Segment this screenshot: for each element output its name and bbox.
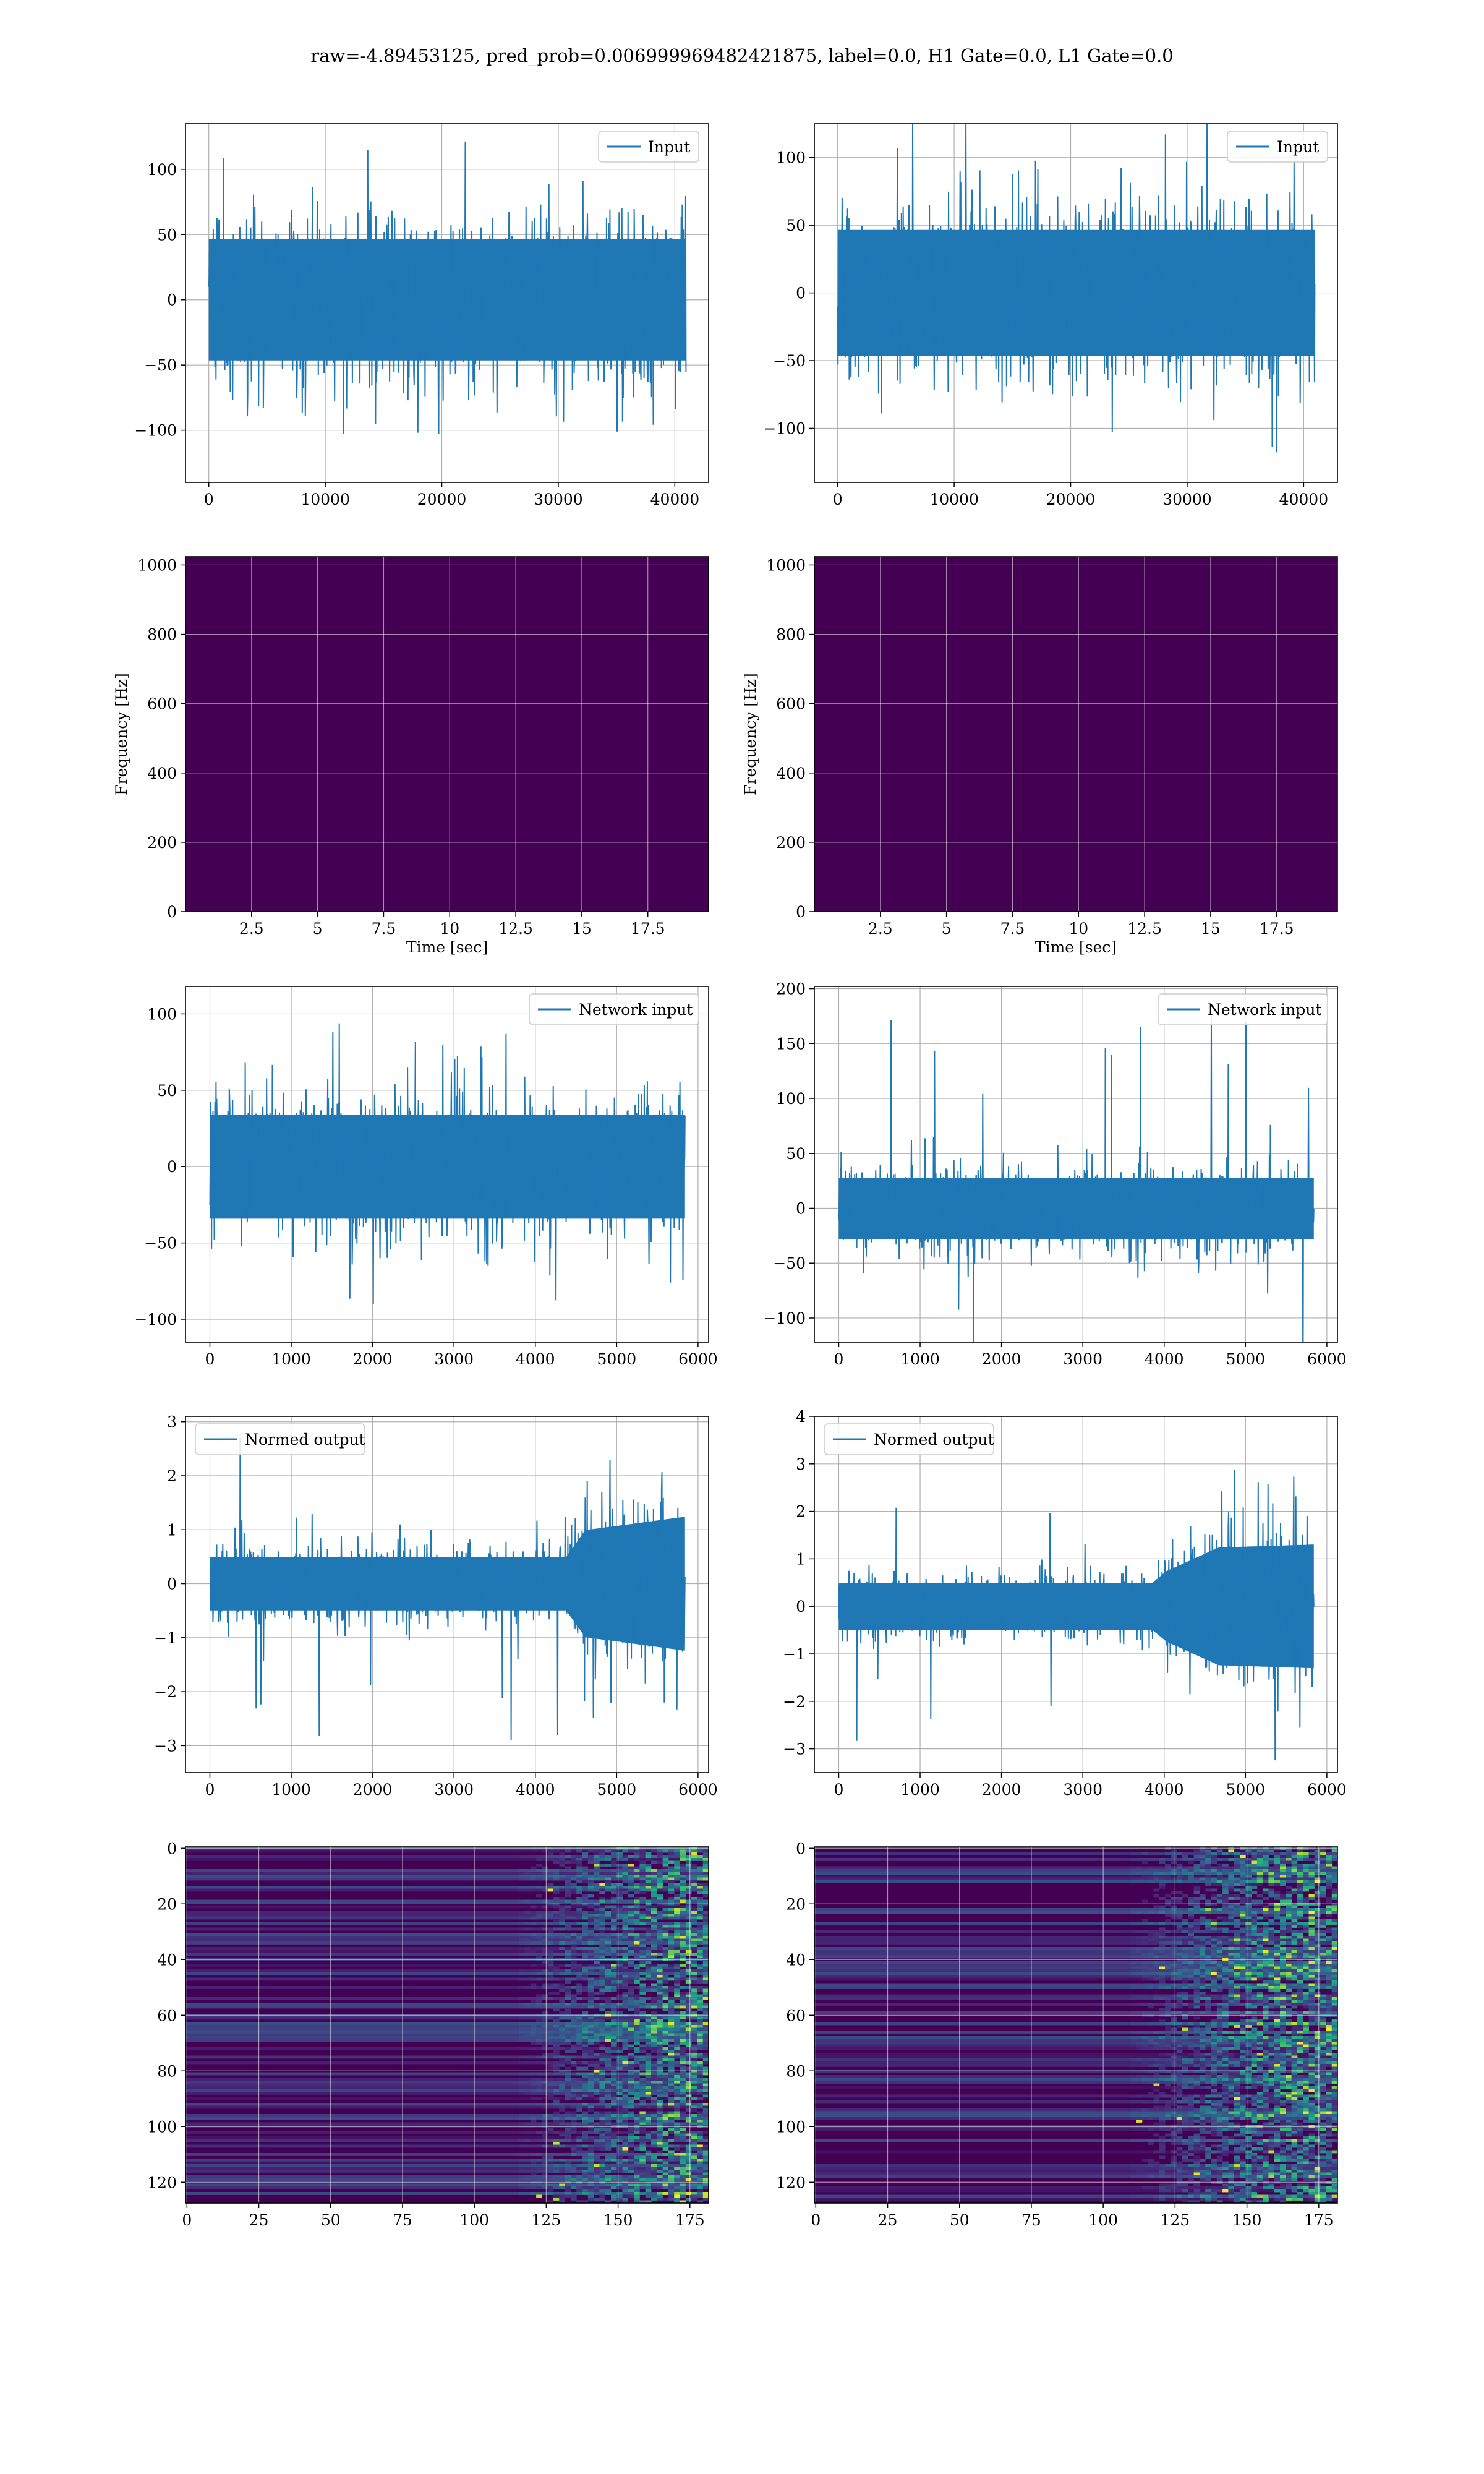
x-tick-label: 10000	[301, 490, 350, 508]
y-tick-label: 0	[796, 285, 806, 302]
y-tick-label: 0	[167, 903, 177, 921]
panel-row2-right: 2.5 5 7.5 10 12.5 15 17.502004006008001000Time…	[741, 556, 1338, 956]
figure-title: raw=-4.89453125, pred_prob=0.00699996948…	[310, 45, 1174, 67]
y-tick-label: 0	[167, 291, 177, 309]
x-tick-label: 17.5	[631, 920, 665, 938]
legend: Input	[1227, 131, 1328, 163]
panel-row2-left: 2.5 5 7.5 10 12.5 15 17.5 0 200 400 600 800 1000 Time…	[113, 556, 709, 956]
x-tick-label: 12.5	[498, 920, 533, 938]
x-tick-label: 10000	[929, 490, 979, 508]
y-tick-label: 100	[147, 161, 177, 179]
legend-label: Input	[1277, 138, 1319, 156]
signal-line	[208, 141, 687, 434]
y-tick-label: −100	[763, 419, 806, 437]
y-tick-label: 1000	[137, 556, 177, 574]
series-input	[208, 141, 687, 434]
axes-frame	[814, 123, 1338, 483]
y-tick-label: −50	[144, 356, 177, 374]
axes-frame	[185, 123, 709, 483]
x-tick-label: 0	[833, 490, 843, 508]
spectrogram-bg	[186, 557, 709, 912]
signal-line	[837, 124, 1316, 453]
x-tick-label: 40000	[650, 490, 700, 508]
x-tick-label: 40000	[1279, 490, 1329, 508]
legend-label: Input	[648, 138, 690, 156]
x-tick-label: 20000	[417, 490, 467, 508]
spectrogram	[814, 557, 1337, 912]
spectrogram-bg	[814, 557, 1337, 912]
x-tick-label: 0	[204, 490, 214, 508]
legend: Input	[598, 131, 699, 163]
x-axis-label: Time [sec]	[406, 938, 488, 956]
panel-row1-left: Input 0 10000 20000 30000 40000 −100 −50 0 50 100	[134, 123, 709, 508]
x-tick-label: 30000	[534, 490, 583, 508]
series-input	[837, 124, 1316, 453]
legend-frame	[1227, 131, 1328, 163]
x-tick-label: 5	[313, 920, 323, 938]
y-tick-label: 50	[786, 216, 806, 234]
y-tick-label: 600	[147, 695, 177, 713]
legend-frame	[598, 131, 699, 163]
x-tick-label: 15	[572, 920, 592, 938]
panel-row1-right: Input 0 10000 20000 30000 40000 −100 −50 0 50 100	[763, 123, 1338, 508]
x-tick-label: 30000	[1162, 490, 1212, 508]
y-tick-label: 400	[147, 764, 177, 782]
y-tick-label: 200	[147, 834, 177, 852]
y-tick-label: −50	[773, 352, 806, 370]
y-tick-label: 50	[157, 226, 177, 244]
x-tick-label: 20000	[1046, 490, 1096, 508]
y-axis-label: Frequency [Hz]	[113, 673, 130, 795]
x-tick-label: 2.5	[239, 920, 264, 938]
y-tick-label: 800	[147, 626, 177, 644]
x-tick-label: 10	[440, 920, 459, 938]
x-tick-label: 7.5	[372, 920, 396, 938]
axes-frame	[185, 556, 709, 912]
y-tick-label: 100	[776, 149, 806, 167]
y-tick-label: −100	[134, 422, 177, 440]
spectrogram	[186, 557, 709, 912]
